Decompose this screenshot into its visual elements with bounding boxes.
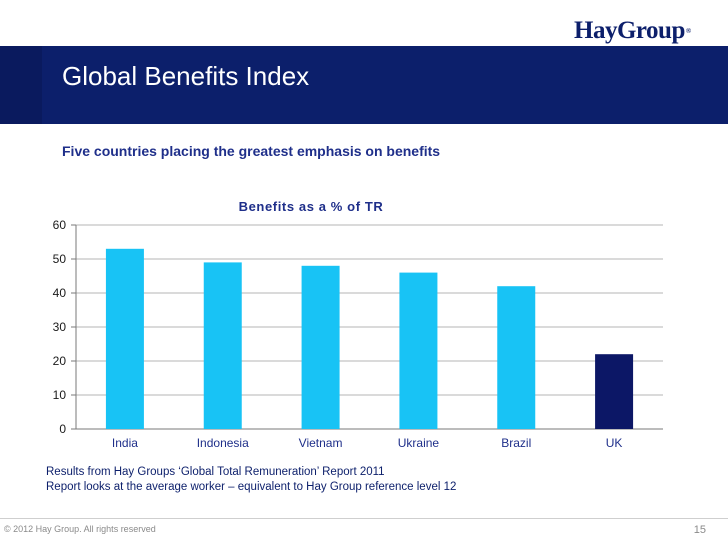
y-tick-label: 50: [53, 252, 67, 266]
bar-uk: [595, 354, 634, 429]
copyright-text: © 2012 Hay Group. All rights reserved: [4, 524, 156, 534]
logo-text: HayGroup: [574, 17, 685, 44]
y-tick-label: 60: [53, 218, 67, 232]
bar-indonesia: [203, 262, 242, 429]
y-tick-label: 20: [53, 354, 67, 368]
page-number: 15: [693, 524, 706, 536]
title-banner-accent: [0, 46, 42, 124]
benefits-bar-chart: Benefits as a % of TR 0 10 20 30 40 50 60 India…: [53, 199, 663, 450]
x-tick-label: Indonesia: [197, 436, 249, 450]
reference-note: Report looks at the average worker – equ…: [46, 481, 457, 493]
bar-brazil: [497, 286, 536, 429]
bar-india: [105, 248, 144, 429]
slide-subtitle: Five countries placing the greatest emph…: [62, 143, 441, 159]
y-tick-label: 40: [53, 286, 67, 300]
chart-title: Benefits as a % of TR: [239, 199, 384, 214]
bar-vietnam: [301, 265, 340, 429]
y-tick-label: 30: [53, 320, 67, 334]
title-banner: [0, 46, 728, 124]
slide-title: Global Benefits Index: [62, 61, 310, 91]
x-tick-label: Vietnam: [299, 436, 343, 450]
footer-divider: [0, 518, 728, 519]
x-tick-label: India: [112, 436, 138, 450]
bar-ukraine: [399, 272, 438, 429]
source-note: Results from Hay Groups ‘Global Total Re…: [46, 466, 385, 478]
y-tick-label: 0: [59, 422, 66, 436]
haygroup-logo: HayGroup®: [574, 18, 691, 44]
x-tick-label: Ukraine: [398, 436, 440, 450]
logo-area: HayGroup®: [0, 0, 728, 46]
x-tick-label: Brazil: [501, 436, 531, 450]
y-tick-label: 10: [53, 388, 67, 402]
registered-mark: ®: [685, 27, 691, 35]
x-tick-label: UK: [606, 436, 623, 450]
